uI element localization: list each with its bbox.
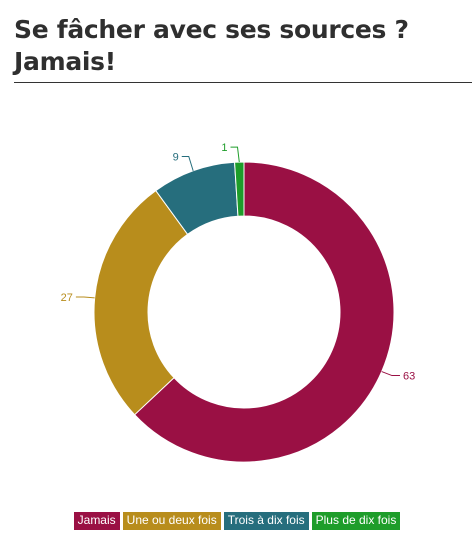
data-label-plus-de-dix-fois: 1 — [221, 142, 227, 154]
legend-item-jamais[interactable]: Jamais — [73, 512, 120, 530]
data-labels: 63 27 9 1 — [61, 142, 416, 382]
leader-line-une-ou-deux-fois — [75, 296, 95, 299]
leader-line-plus-de-dix-fois — [230, 146, 240, 163]
legend-item-une-ou-deux-fois[interactable]: Une ou deux fois — [122, 512, 221, 530]
slice-jamais — [133, 161, 395, 463]
donut-slices — [93, 161, 395, 463]
slice-une-ou-deux-fois — [93, 189, 189, 416]
chart-title: Se fâcher avec ses sources ? Jamais! — [14, 15, 409, 76]
leader-line-trois-a-dix-fois — [181, 155, 194, 172]
data-label-jamais: 63 — [403, 371, 415, 383]
legend-item-trois-a-dix-fois[interactable]: Trois à dix fois — [223, 512, 309, 530]
slice-plus-de-dix-fois — [234, 161, 245, 217]
title-underline — [14, 82, 472, 83]
legend: Jamais Une ou deux fois Trois à dix fois Pl… — [0, 512, 474, 530]
legend-item-plus-de-dix-fois[interactable]: Plus de dix fois — [311, 512, 401, 530]
data-label-trois-a-dix-fois: 9 — [173, 151, 179, 163]
leader-line-jamais — [381, 371, 400, 377]
data-label-une-ou-deux-fois: 27 — [61, 292, 73, 304]
